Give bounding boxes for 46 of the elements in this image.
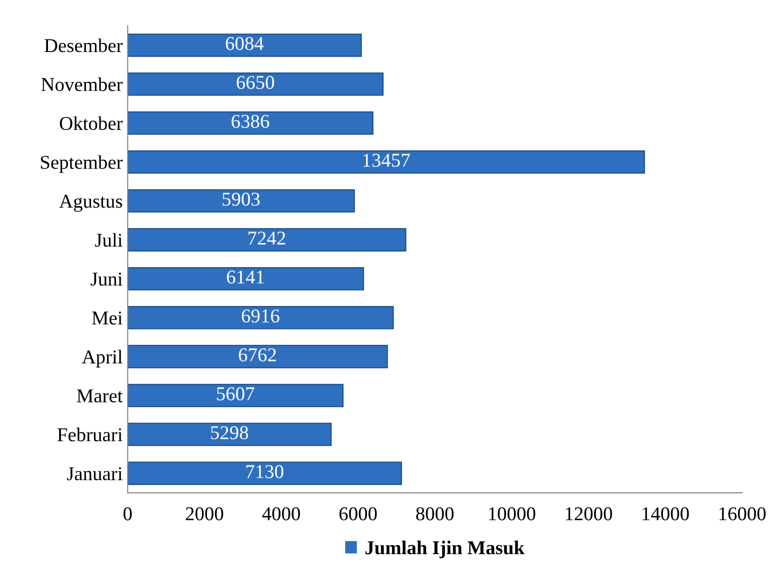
data-label: 6141 [226, 270, 264, 284]
data-label: 13457 [363, 154, 410, 167]
bar [128, 189, 355, 213]
bar [128, 72, 384, 96]
x-tick-label: 12000 [566, 507, 612, 520]
x-tick-label: 0 [124, 507, 132, 520]
y-tick-label: Juli [95, 233, 122, 247]
y-tick-label: April [82, 350, 122, 368]
data-label: 7242 [248, 232, 286, 244]
legend-label: Jumlah Ijin Masuk [365, 540, 525, 558]
data-label: 6762 [238, 348, 276, 362]
y-tick-label: Desember [44, 38, 123, 52]
y-tick-label: Mei [92, 312, 122, 325]
y-tick-label: Januari [67, 467, 122, 480]
bar [128, 228, 406, 252]
y-tick-label: Oktober [60, 116, 123, 130]
x-tick-label: 4000 [262, 507, 300, 520]
data-label: 7130 [246, 465, 284, 478]
data-label: 5298 [211, 426, 248, 440]
x-tick-label: 16000 [719, 507, 766, 520]
data-label: 6084 [226, 36, 264, 50]
bar [128, 150, 645, 174]
x-tick-label: 14000 [642, 507, 689, 520]
y-tick-label: Maret [76, 390, 123, 402]
y-tick-label: Juni [90, 272, 122, 286]
bar [128, 422, 332, 446]
bar [128, 267, 364, 290]
y-tick-label: Februari [57, 428, 122, 442]
bar [128, 111, 374, 135]
data-label: 6650 [236, 76, 274, 90]
data-label: 6916 [242, 309, 280, 323]
bar [128, 384, 344, 408]
x-tick-label: 8000 [416, 507, 454, 520]
x-tick-label: 2000 [186, 507, 224, 520]
y-tick-label: Agustus [59, 194, 122, 212]
y-tick-label: November [41, 77, 123, 92]
bar [128, 344, 388, 368]
x-tick-label: 6000 [339, 507, 377, 520]
bar [128, 462, 402, 485]
bar [128, 34, 362, 57]
x-tick-label: 10000 [489, 507, 536, 520]
bar [128, 306, 394, 330]
y-tick-label: September [40, 155, 123, 173]
data-label: 6386 [232, 114, 270, 128]
data-label: 5607 [217, 387, 254, 400]
data-label: 5903 [222, 192, 260, 206]
